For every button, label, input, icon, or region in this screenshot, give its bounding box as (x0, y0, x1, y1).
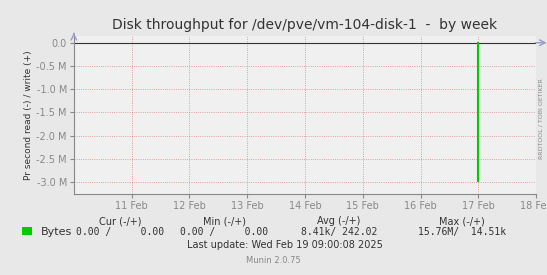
Text: Bytes: Bytes (41, 227, 72, 236)
Text: 15.76M/  14.51k: 15.76M/ 14.51k (418, 227, 507, 237)
Text: 0.00 /     0.00: 0.00 / 0.00 (180, 227, 269, 237)
Text: RRDTOOL / TOBI OETIKER: RRDTOOL / TOBI OETIKER (538, 78, 543, 159)
Title: Disk throughput for /dev/pve/vm-104-disk-1  -  by week: Disk throughput for /dev/pve/vm-104-disk… (112, 18, 498, 32)
Text: Munin 2.0.75: Munin 2.0.75 (246, 256, 301, 265)
Y-axis label: Pr second read (-) / write (+): Pr second read (-) / write (+) (25, 50, 33, 180)
Text: 8.41k/ 242.02: 8.41k/ 242.02 (301, 227, 377, 237)
Text: Avg (-/+): Avg (-/+) (317, 216, 361, 226)
Text: Cur (-/+): Cur (-/+) (99, 216, 142, 226)
Text: Max (-/+): Max (-/+) (439, 216, 485, 226)
Text: Last update: Wed Feb 19 09:00:08 2025: Last update: Wed Feb 19 09:00:08 2025 (187, 240, 382, 250)
Text: 0.00 /     0.00: 0.00 / 0.00 (76, 227, 165, 237)
Text: Min (-/+): Min (-/+) (203, 216, 246, 226)
